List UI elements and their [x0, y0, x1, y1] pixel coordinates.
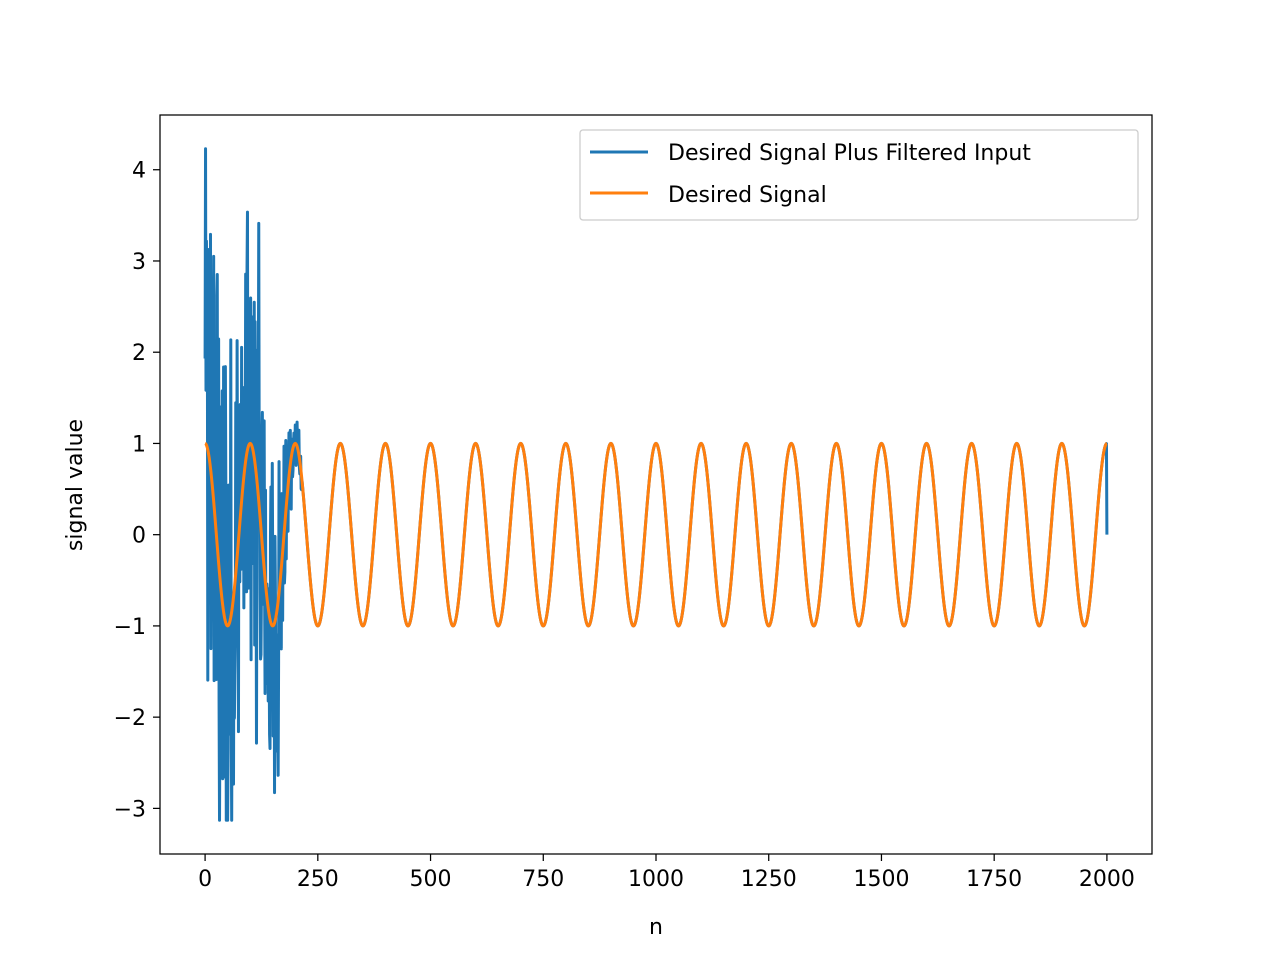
y-tick-label: 3	[132, 250, 146, 275]
x-axis-ticks: 0 250 500 750 1000 1250 1500 1750 2000	[198, 854, 1135, 892]
x-tick-label: 2000	[1079, 867, 1135, 892]
y-axis-ticks: −3 −2 −1 0 1 2 3 4	[114, 159, 160, 822]
x-tick-label: 1000	[628, 867, 684, 892]
y-tick-label: 2	[132, 341, 146, 366]
x-tick-label: 250	[297, 867, 339, 892]
y-axis-label: signal value	[63, 419, 88, 551]
series-layer	[203, 147, 1109, 822]
x-tick-label: 1250	[741, 867, 797, 892]
legend-label-desired: Desired Signal	[668, 183, 827, 208]
x-tick-label: 750	[522, 867, 564, 892]
series-line-desired	[204, 441, 1108, 628]
x-tick-label: 500	[410, 867, 452, 892]
y-tick-label: 1	[132, 432, 146, 457]
y-tick-label: 0	[132, 524, 146, 549]
legend-label-desired-plus-filtered: Desired Signal Plus Filtered Input	[668, 141, 1031, 166]
x-tick-label: 1750	[966, 867, 1022, 892]
legend: Desired Signal Plus Filtered Input Desir…	[579, 129, 1139, 221]
x-tick-label: 0	[198, 867, 212, 892]
y-tick-label: −3	[114, 797, 146, 822]
y-tick-label: 4	[132, 159, 146, 184]
x-tick-label: 1500	[853, 867, 909, 892]
y-tick-label: −2	[114, 706, 146, 731]
legend-box	[579, 129, 1139, 221]
y-tick-label: −1	[114, 615, 146, 640]
x-axis-label: n	[649, 915, 663, 940]
